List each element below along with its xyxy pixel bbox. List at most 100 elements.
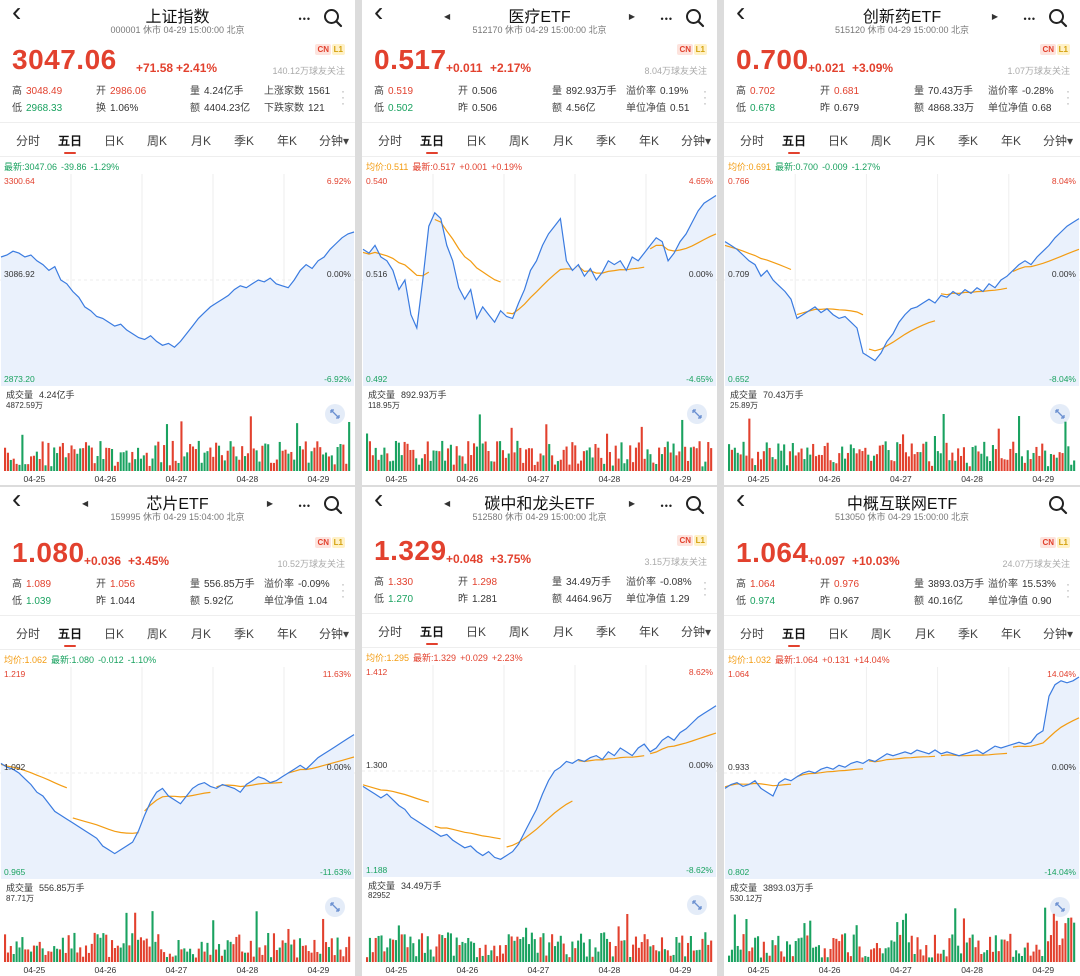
tab-period[interactable]: 月K bbox=[915, 134, 936, 148]
tab-period[interactable]: 周K bbox=[509, 134, 530, 148]
volume-value: 70.43万手 bbox=[763, 390, 804, 400]
tab-period[interactable]: 年K bbox=[639, 134, 660, 148]
next-arrow-icon[interactable]: ▶ bbox=[991, 12, 998, 21]
back-arrow-icon[interactable]: ‹ bbox=[12, 487, 22, 514]
stat-value: 0.702 bbox=[750, 86, 776, 97]
tab-period[interactable]: 分时 bbox=[16, 134, 41, 148]
more-icon[interactable]: ••• bbox=[660, 501, 673, 511]
more-icon[interactable]: ••• bbox=[1023, 14, 1036, 24]
tab-period[interactable]: 分钟▾ bbox=[319, 627, 350, 641]
tab-period[interactable]: 分时 bbox=[378, 134, 403, 148]
back-arrow-icon[interactable]: ‹ bbox=[12, 0, 22, 27]
tab-period[interactable]: 季K bbox=[234, 627, 255, 641]
tab-period[interactable]: 季K bbox=[958, 134, 979, 148]
tab-period[interactable]: 年K bbox=[1001, 134, 1022, 148]
tab-period[interactable]: 日K bbox=[828, 627, 849, 641]
volume-bar bbox=[797, 938, 800, 962]
volume-bar bbox=[614, 946, 617, 962]
prev-arrow-icon[interactable]: ◀ bbox=[444, 499, 451, 508]
tab-period[interactable]: 分钟▾ bbox=[1043, 627, 1074, 641]
tab-period[interactable]: 周K bbox=[147, 134, 168, 148]
tab-period[interactable]: 五日 bbox=[420, 134, 445, 154]
prev-arrow-icon[interactable]: ◀ bbox=[82, 499, 89, 508]
zoom-icon[interactable] bbox=[325, 897, 345, 917]
search-icon[interactable] bbox=[1048, 495, 1068, 515]
tab-period[interactable]: 周K bbox=[871, 627, 892, 641]
zoom-icon[interactable] bbox=[1050, 897, 1070, 917]
volume-bar bbox=[24, 949, 27, 962]
tab-period[interactable]: 年K bbox=[277, 627, 298, 641]
volume-bar bbox=[881, 953, 884, 962]
tab-period[interactable]: 分钟▾ bbox=[681, 625, 712, 639]
back-arrow-icon[interactable]: ‹ bbox=[736, 0, 746, 27]
tab-period[interactable]: 月K bbox=[915, 627, 936, 641]
search-icon[interactable] bbox=[1048, 8, 1068, 28]
tab-period[interactable]: 周K bbox=[147, 627, 168, 641]
zoom-icon[interactable] bbox=[1050, 404, 1070, 424]
search-icon[interactable] bbox=[685, 495, 705, 515]
tab-period[interactable]: 季K bbox=[234, 134, 255, 148]
zoom-icon[interactable] bbox=[325, 404, 345, 424]
tab-period[interactable]: 分时 bbox=[16, 627, 41, 641]
tab-period[interactable]: 分钟▾ bbox=[319, 134, 350, 148]
volume-bar bbox=[35, 451, 38, 471]
back-arrow-icon[interactable]: ‹ bbox=[736, 487, 746, 514]
more-stats-icon[interactable]: · · · bbox=[341, 84, 345, 110]
tab-period[interactable]: 日K bbox=[466, 134, 487, 148]
tab-period[interactable]: 五日 bbox=[420, 625, 445, 645]
tab-period[interactable]: 五日 bbox=[58, 627, 83, 647]
tab-period[interactable]: 分时 bbox=[740, 627, 765, 641]
volume-bar bbox=[113, 465, 116, 471]
more-stats-icon[interactable]: · · · bbox=[703, 575, 707, 601]
tab-period[interactable]: 年K bbox=[1001, 627, 1022, 641]
next-arrow-icon[interactable]: ▶ bbox=[628, 12, 635, 21]
search-icon[interactable] bbox=[685, 8, 705, 28]
tab-period[interactable]: 五日 bbox=[58, 134, 83, 154]
volume-bar bbox=[788, 944, 791, 962]
tab-period[interactable]: 分钟▾ bbox=[681, 134, 712, 148]
tab-period[interactable]: 日K bbox=[104, 627, 125, 641]
tab-period[interactable]: 分时 bbox=[740, 134, 765, 148]
more-icon[interactable]: ••• bbox=[298, 501, 311, 511]
tab-period[interactable]: 月K bbox=[553, 134, 574, 148]
volume-bar bbox=[44, 465, 47, 471]
tab-period[interactable]: 日K bbox=[828, 134, 849, 148]
stat-label: 开 bbox=[458, 86, 468, 97]
search-icon[interactable] bbox=[323, 495, 343, 515]
next-arrow-icon[interactable]: ▶ bbox=[266, 499, 273, 508]
more-stats-icon[interactable]: · · · bbox=[1066, 577, 1070, 603]
prev-arrow-icon[interactable]: ◀ bbox=[444, 12, 451, 21]
tab-period[interactable]: 分时 bbox=[378, 625, 403, 639]
tab-period[interactable]: 五日 bbox=[782, 627, 807, 647]
back-arrow-icon[interactable]: ‹ bbox=[374, 487, 384, 514]
volume-bar bbox=[452, 955, 455, 962]
tab-period[interactable]: 月K bbox=[191, 627, 212, 641]
tab-period[interactable]: 五日 bbox=[782, 134, 807, 154]
tab-period[interactable]: 年K bbox=[277, 134, 298, 148]
more-stats-icon[interactable]: · · · bbox=[341, 577, 345, 603]
more-icon[interactable]: ••• bbox=[660, 14, 673, 24]
tab-period[interactable]: 季K bbox=[596, 134, 617, 148]
tab-period[interactable]: 周K bbox=[509, 625, 530, 639]
more-stats-icon[interactable]: · · · bbox=[703, 84, 707, 110]
volume-bar bbox=[739, 454, 742, 471]
tab-period[interactable]: 月K bbox=[553, 625, 574, 639]
more-stats-icon[interactable]: · · · bbox=[1066, 84, 1070, 110]
tab-period[interactable]: 分钟▾ bbox=[1043, 134, 1074, 148]
tab-period[interactable]: 月K bbox=[191, 134, 212, 148]
search-icon[interactable] bbox=[323, 8, 343, 28]
more-icon[interactable]: ••• bbox=[298, 14, 311, 24]
zoom-icon[interactable] bbox=[687, 404, 707, 424]
zoom-icon[interactable] bbox=[687, 895, 707, 915]
tab-period[interactable]: 周K bbox=[871, 134, 892, 148]
volume-bar bbox=[435, 946, 438, 962]
next-arrow-icon[interactable]: ▶ bbox=[628, 499, 635, 508]
back-arrow-icon[interactable]: ‹ bbox=[374, 0, 384, 27]
security-subtitle: 000001 休市 04-29 15:00:00 北京 bbox=[0, 23, 355, 36]
tab-period[interactable]: 日K bbox=[466, 625, 487, 639]
tab-period[interactable]: 季K bbox=[596, 625, 617, 639]
volume-bar bbox=[571, 442, 574, 471]
tab-period[interactable]: 年K bbox=[639, 625, 660, 639]
tab-period[interactable]: 季K bbox=[958, 627, 979, 641]
tab-period[interactable]: 日K bbox=[104, 134, 125, 148]
